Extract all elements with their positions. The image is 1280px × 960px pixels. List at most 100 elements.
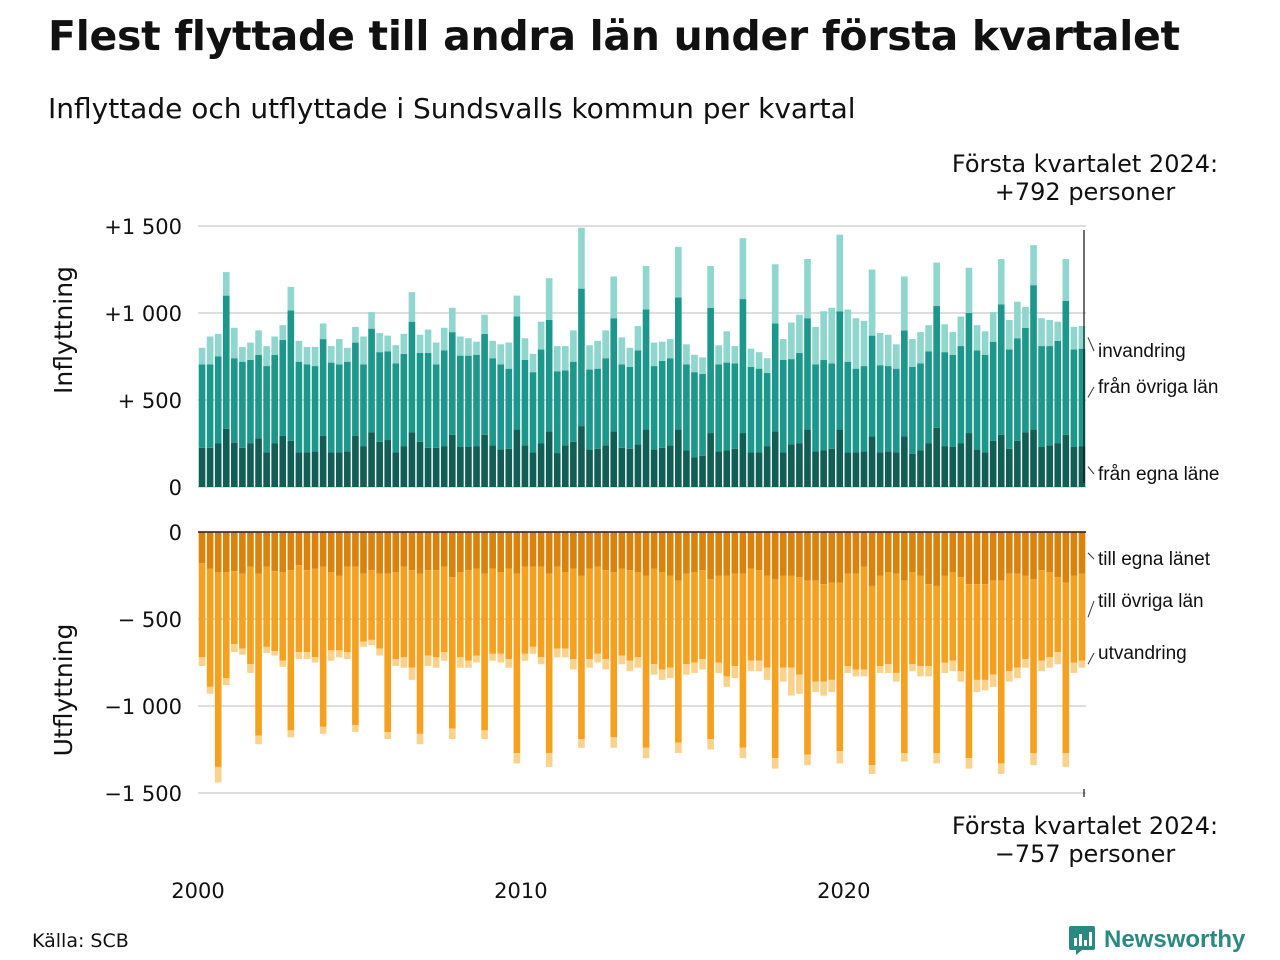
bar-utflyttning-series2 — [360, 641, 367, 647]
bar-inflyttning-series0 — [973, 449, 981, 487]
bar-inflyttning-series1 — [1006, 349, 1013, 449]
bar-utflyttning-series0 — [457, 532, 464, 573]
bar-utflyttning-series0 — [327, 532, 335, 573]
bar-inflyttning-series2 — [626, 347, 634, 367]
bar-utflyttning-series1 — [553, 566, 561, 649]
bar-utflyttning-series1 — [457, 572, 464, 658]
bar-utflyttning-series0 — [828, 532, 836, 583]
bar-inflyttning-series1 — [917, 363, 924, 451]
bar-inflyttning-series1 — [231, 358, 238, 443]
bar-utflyttning-series0 — [892, 532, 900, 574]
bar-inflyttning-series1 — [344, 361, 351, 452]
bar-inflyttning-series0 — [941, 446, 949, 487]
bar-utflyttning-series1 — [206, 568, 214, 687]
bar-inflyttning-series1 — [279, 339, 287, 436]
bar-utflyttning-series0 — [344, 532, 351, 567]
bar-utflyttning-series0 — [901, 532, 908, 581]
bar-inflyttning-series1 — [804, 318, 811, 430]
bar-inflyttning-series1 — [868, 335, 876, 437]
bar-inflyttning-series0 — [812, 451, 819, 487]
bar-utflyttning-series1 — [747, 568, 755, 661]
bar-utflyttning-series0 — [578, 532, 585, 576]
bar-inflyttning-series0 — [303, 452, 311, 487]
bar-inflyttning-series0 — [1022, 432, 1029, 487]
series-label: från övriga län — [1098, 377, 1218, 398]
bar-utflyttning-series1 — [247, 566, 254, 665]
bar-inflyttning-series2 — [392, 345, 400, 364]
bar-utflyttning-series1 — [901, 580, 908, 753]
newsworthy-logo-icon — [1069, 926, 1095, 955]
bar-utflyttning-series0 — [602, 532, 609, 571]
bar-inflyttning-series2 — [594, 340, 601, 369]
bar-inflyttning-series0 — [860, 451, 868, 487]
bar-utflyttning-series0 — [989, 532, 997, 581]
bar-inflyttning-series1 — [263, 366, 270, 453]
bar-inflyttning-series0 — [771, 431, 779, 487]
y-tick-label: +1 500 — [104, 215, 182, 239]
bar-utflyttning-series2 — [973, 679, 981, 693]
bar-utflyttning-series0 — [239, 532, 246, 574]
bar-utflyttning-series2 — [1022, 659, 1029, 668]
bar-utflyttning-series0 — [570, 532, 577, 569]
bar-utflyttning-series2 — [311, 657, 319, 663]
bar-utflyttning-series2 — [901, 752, 908, 762]
bar-inflyttning-series0 — [933, 427, 940, 487]
bar-inflyttning-series0 — [779, 452, 787, 487]
bar-inflyttning-series2 — [957, 316, 965, 347]
bar-utflyttning-series0 — [392, 532, 400, 573]
bar-inflyttning-series1 — [618, 364, 626, 448]
bar-inflyttning-series1 — [521, 359, 529, 446]
series-label: utvandring — [1098, 643, 1187, 664]
y-tick-label: +1 000 — [104, 302, 182, 326]
callout-bottom-line1: Första kvartalet 2024: — [951, 812, 1219, 840]
bar-inflyttning-series1 — [997, 304, 1005, 435]
bar-utflyttning-series0 — [440, 532, 448, 567]
bar-inflyttning-series2 — [796, 314, 803, 354]
bar-utflyttning-series2 — [448, 728, 456, 740]
bar-utflyttning-series1 — [440, 566, 448, 653]
bar-inflyttning-series2 — [1038, 318, 1045, 347]
bar-inflyttning-series0 — [876, 452, 884, 487]
bar-utflyttning-series1 — [521, 566, 529, 654]
bar-inflyttning-series0 — [198, 447, 206, 487]
bar-inflyttning-series1 — [691, 372, 698, 458]
bar-inflyttning-series1 — [311, 366, 319, 452]
bar-utflyttning-series1 — [618, 568, 626, 656]
bar-utflyttning-series0 — [723, 532, 731, 576]
bar-utflyttning-series0 — [465, 532, 472, 571]
bar-inflyttning-series1 — [513, 316, 521, 430]
series-label-connector — [1087, 466, 1095, 475]
bar-utflyttning-series1 — [570, 568, 577, 660]
bar-inflyttning-series2 — [1062, 259, 1070, 301]
bar-utflyttning-series0 — [416, 532, 424, 574]
bar-inflyttning-series0 — [295, 452, 303, 487]
bar-utflyttning-series1 — [610, 572, 618, 738]
bar-inflyttning-series0 — [997, 434, 1005, 487]
bar-utflyttning-series0 — [263, 532, 270, 567]
bar-utflyttning-series1 — [731, 573, 739, 666]
bar-utflyttning-series2 — [610, 737, 618, 748]
bar-inflyttning-series0 — [586, 449, 593, 487]
bar-utflyttning-series0 — [618, 532, 626, 569]
bar-inflyttning-series2 — [1046, 319, 1053, 347]
bar-inflyttning-series1 — [957, 346, 965, 444]
bar-inflyttning-series1 — [465, 355, 472, 447]
bar-utflyttning-series1 — [231, 571, 238, 645]
bar-utflyttning-series1 — [884, 572, 892, 665]
bar-utflyttning-series1 — [691, 572, 698, 663]
bar-inflyttning-series2 — [747, 348, 755, 367]
bar-inflyttning-series0 — [1070, 446, 1078, 487]
bar-inflyttning-series0 — [925, 443, 932, 487]
bar-inflyttning-series1 — [812, 364, 819, 452]
bar-utflyttning-series1 — [392, 572, 400, 660]
bar-utflyttning-series2 — [521, 653, 529, 661]
bar-utflyttning-series0 — [1006, 532, 1013, 574]
bar-inflyttning-series2 — [586, 345, 593, 370]
bar-utflyttning-series2 — [231, 644, 238, 653]
bar-inflyttning-series2 — [650, 342, 658, 367]
bar-utflyttning-series0 — [949, 532, 957, 573]
bar-inflyttning-series0 — [529, 452, 537, 487]
bar-utflyttning-series1 — [788, 575, 795, 668]
bar-inflyttning-series0 — [981, 452, 989, 487]
bar-utflyttning-series1 — [465, 570, 472, 661]
